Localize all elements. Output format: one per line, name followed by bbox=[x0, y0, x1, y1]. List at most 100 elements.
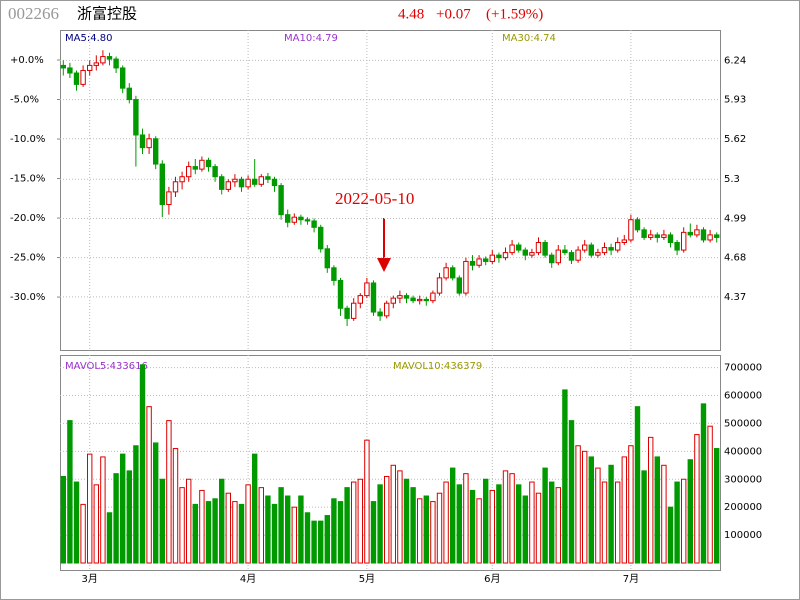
volume-bar bbox=[337, 501, 344, 564]
volume-bar bbox=[67, 420, 73, 564]
pct-tick-label: +0.0% bbox=[10, 55, 44, 66]
candle-body bbox=[258, 176, 265, 185]
volume-bar bbox=[562, 389, 568, 564]
candle-body bbox=[687, 231, 693, 236]
stock-code: 002266 bbox=[8, 4, 59, 23]
candle-body bbox=[100, 56, 106, 64]
candle-body bbox=[403, 295, 410, 299]
volume-bar bbox=[568, 420, 575, 564]
candle-body bbox=[199, 159, 205, 170]
candle-body bbox=[443, 267, 449, 279]
volume-bar bbox=[687, 459, 693, 564]
legend-entry: MA5:4.80 bbox=[65, 33, 112, 44]
candle-body bbox=[120, 67, 126, 89]
candle-body bbox=[390, 297, 397, 304]
candle-body bbox=[126, 87, 132, 101]
candle-body bbox=[516, 244, 522, 251]
change-pct: (+1.59%) bbox=[486, 6, 543, 22]
volume-bar bbox=[410, 487, 416, 564]
volume-bar bbox=[542, 467, 548, 564]
volume-bar bbox=[529, 481, 535, 564]
candle-body bbox=[674, 241, 680, 251]
candle-body bbox=[661, 234, 667, 238]
candle-body bbox=[238, 178, 245, 188]
candle-body bbox=[291, 216, 298, 223]
volume-bar bbox=[654, 456, 660, 564]
annotation-arrowhead bbox=[377, 258, 391, 272]
candle-body bbox=[265, 176, 271, 180]
volume-bar bbox=[166, 420, 172, 564]
candle-body bbox=[641, 229, 647, 238]
volume-bar bbox=[252, 453, 258, 564]
volume-bar bbox=[298, 495, 304, 564]
volume-bar bbox=[443, 481, 449, 564]
volume-bar bbox=[146, 406, 152, 564]
candle-body bbox=[430, 292, 436, 302]
volume-bar bbox=[258, 487, 265, 564]
price-tick-label: 5.62 bbox=[724, 134, 746, 145]
volume-bar bbox=[436, 492, 443, 564]
candle-body bbox=[397, 295, 403, 299]
legend-entry: MAVOL10:436379 bbox=[393, 361, 482, 372]
candle-body bbox=[93, 62, 99, 66]
volume-bar bbox=[403, 478, 410, 564]
candle-body bbox=[489, 254, 496, 262]
volume-panel bbox=[60, 355, 721, 571]
candle-body bbox=[595, 252, 601, 256]
candle-body bbox=[344, 307, 350, 319]
volume-bar bbox=[641, 470, 647, 564]
candle-body bbox=[172, 181, 179, 193]
candle-body bbox=[304, 219, 311, 222]
volume-bar bbox=[615, 481, 621, 564]
candle-body bbox=[225, 181, 232, 190]
candle-body bbox=[667, 234, 674, 243]
candle-body bbox=[370, 282, 377, 313]
candle-body bbox=[245, 178, 251, 188]
volume-bar bbox=[60, 475, 66, 564]
price-tick-label: 4.37 bbox=[724, 292, 746, 303]
candle-body bbox=[377, 311, 383, 317]
price-tick-label: 5.3 bbox=[724, 174, 740, 185]
candle-body bbox=[575, 249, 581, 261]
candle-body bbox=[351, 302, 357, 319]
x-tick-label: 7月 bbox=[623, 573, 639, 585]
volume-bar bbox=[370, 501, 377, 564]
volume-bar bbox=[133, 445, 139, 564]
volume-bar bbox=[324, 515, 331, 564]
candle-body bbox=[192, 166, 199, 170]
volume-bar bbox=[120, 453, 126, 564]
volume-bar bbox=[304, 512, 311, 564]
volume-bar bbox=[417, 498, 423, 564]
legend-entry: MA30:4.74 bbox=[502, 33, 556, 44]
candle-body bbox=[357, 295, 364, 304]
candle-body bbox=[384, 302, 390, 317]
volume-bar bbox=[219, 478, 225, 564]
pct-tick-label: -20.0% bbox=[10, 213, 45, 224]
candle-body bbox=[271, 178, 278, 187]
volume-bar bbox=[456, 484, 463, 564]
volume-tick-label: 700000 bbox=[724, 363, 762, 374]
candle-body bbox=[588, 244, 594, 256]
candle-body bbox=[205, 159, 212, 168]
candle-body bbox=[634, 219, 641, 231]
candle-body bbox=[601, 247, 608, 254]
candle-body bbox=[139, 134, 146, 149]
volume-bar bbox=[648, 436, 654, 564]
volume-bar bbox=[87, 453, 93, 564]
x-tick-label: 4月 bbox=[240, 573, 256, 585]
candle-body bbox=[700, 229, 707, 241]
pct-tick-label: -5.0% bbox=[10, 95, 39, 106]
volume-bar bbox=[476, 498, 482, 564]
legend-entry: MAVOL5:433616 bbox=[65, 361, 148, 372]
candle-body bbox=[87, 64, 93, 71]
candle-body bbox=[285, 214, 291, 223]
volume-bar bbox=[238, 503, 245, 564]
candle-body bbox=[469, 260, 476, 266]
volume-bar bbox=[265, 495, 271, 564]
volume-bar bbox=[674, 481, 680, 564]
volume-bar bbox=[549, 481, 555, 564]
volume-bar bbox=[179, 487, 185, 564]
volume-bar bbox=[509, 473, 515, 564]
candle-body bbox=[73, 72, 80, 85]
annotation: 2022-05-10 bbox=[335, 189, 414, 208]
